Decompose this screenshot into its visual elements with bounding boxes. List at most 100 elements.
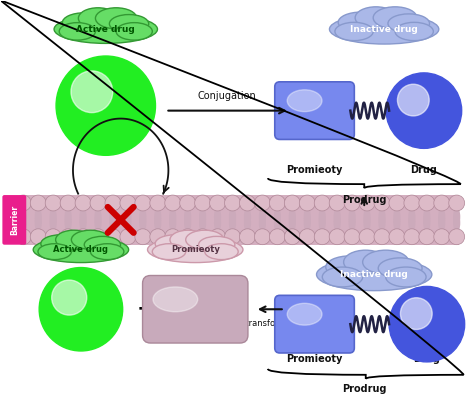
Ellipse shape [229,213,236,233]
Ellipse shape [170,230,206,249]
Ellipse shape [20,207,27,227]
Ellipse shape [124,207,131,227]
Circle shape [45,195,61,211]
Ellipse shape [274,213,281,233]
Ellipse shape [364,213,371,233]
Ellipse shape [423,207,430,227]
Ellipse shape [199,237,235,253]
Circle shape [15,229,31,245]
Ellipse shape [205,244,238,260]
Ellipse shape [364,207,371,227]
Ellipse shape [304,213,311,233]
Circle shape [39,268,123,351]
Ellipse shape [184,207,191,227]
Circle shape [30,229,46,245]
Ellipse shape [408,213,415,233]
Ellipse shape [91,244,124,260]
Ellipse shape [378,213,385,233]
Ellipse shape [355,7,397,29]
Text: Inactive drug: Inactive drug [350,25,418,34]
Ellipse shape [35,207,42,227]
Ellipse shape [408,207,415,227]
Circle shape [255,229,270,245]
Circle shape [71,71,113,113]
Circle shape [344,195,360,211]
Ellipse shape [63,13,106,32]
Circle shape [15,195,31,211]
Text: Conjugation: Conjugation [198,91,256,101]
Circle shape [329,195,345,211]
Circle shape [150,229,166,245]
Ellipse shape [244,207,251,227]
Ellipse shape [395,22,433,40]
Ellipse shape [229,207,236,227]
Ellipse shape [38,244,72,260]
Circle shape [374,229,390,245]
Ellipse shape [259,213,266,233]
Ellipse shape [388,14,429,33]
Circle shape [60,195,76,211]
Circle shape [135,229,151,245]
Ellipse shape [338,12,384,33]
Circle shape [404,229,420,245]
Circle shape [299,229,315,245]
Circle shape [329,229,345,245]
Circle shape [45,229,61,245]
Ellipse shape [169,207,176,227]
Ellipse shape [386,267,426,287]
Circle shape [90,229,106,245]
Ellipse shape [78,8,118,29]
Circle shape [404,195,420,211]
Ellipse shape [304,207,311,227]
Ellipse shape [20,213,27,233]
Circle shape [56,56,155,156]
Circle shape [120,195,136,211]
Ellipse shape [54,15,157,43]
Circle shape [434,229,450,245]
Bar [21,195,459,245]
Ellipse shape [317,258,432,291]
Ellipse shape [322,267,363,287]
Circle shape [419,195,435,211]
Circle shape [359,195,375,211]
Ellipse shape [80,207,87,227]
Circle shape [299,195,315,211]
Ellipse shape [124,213,131,233]
Ellipse shape [64,207,72,227]
Ellipse shape [423,213,430,233]
Ellipse shape [139,213,146,233]
Ellipse shape [84,237,120,253]
Ellipse shape [378,258,422,279]
Ellipse shape [199,207,206,227]
Ellipse shape [109,213,117,233]
Circle shape [60,229,76,245]
Text: Barrier: Barrier [10,205,19,235]
Circle shape [165,195,181,211]
Text: Active drug: Active drug [54,245,109,254]
Circle shape [195,229,210,245]
Ellipse shape [139,207,146,227]
Ellipse shape [319,207,326,227]
Circle shape [180,229,196,245]
Ellipse shape [50,207,57,227]
Ellipse shape [289,207,296,227]
Ellipse shape [116,23,152,40]
Text: Prodrug: Prodrug [342,195,386,205]
Ellipse shape [329,14,439,44]
Circle shape [344,229,360,245]
Circle shape [284,195,300,211]
Text: Inactive drug: Inactive drug [340,270,408,279]
Ellipse shape [344,250,387,274]
Circle shape [225,195,240,211]
Ellipse shape [94,213,101,233]
Circle shape [210,229,226,245]
Circle shape [75,195,91,211]
Ellipse shape [378,207,385,227]
Text: +: + [136,299,155,319]
Circle shape [401,298,432,329]
Circle shape [150,195,166,211]
Circle shape [434,195,450,211]
Ellipse shape [64,213,72,233]
Ellipse shape [155,235,195,253]
Ellipse shape [319,213,326,233]
